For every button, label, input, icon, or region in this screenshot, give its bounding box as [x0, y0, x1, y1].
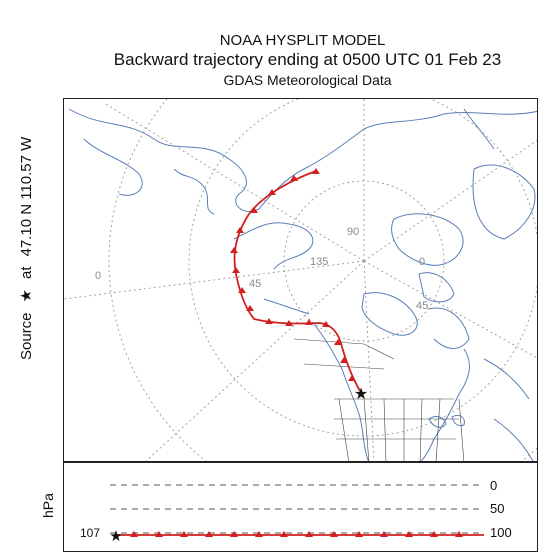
- trajectory-marker: [285, 320, 293, 326]
- vertical-source-star-icon: ★: [109, 528, 122, 545]
- grid-label-lon-135: 135: [310, 256, 328, 268]
- trajectory-marker: [236, 227, 244, 233]
- level-label-0: 0: [490, 478, 498, 493]
- model-title: NOAA HYSPLIT MODEL: [219, 32, 386, 49]
- trajectory-marker: [268, 189, 276, 195]
- level-label-100: 100: [490, 525, 512, 540]
- trajectory-marker: [305, 319, 313, 325]
- source-coordinates: 47.10 N 110.57 W: [17, 136, 35, 257]
- trajectory-marker: [250, 207, 258, 213]
- trajectory-marker: [232, 267, 240, 273]
- map-canvas: 0 45 90 135 0 45 ★: [64, 99, 537, 461]
- trajectory-marker: [246, 305, 254, 311]
- grid-label-lon-45-right: 45: [416, 300, 428, 312]
- level-label-50: 50: [490, 501, 505, 516]
- met-data-label: GDAS Meteorological Data: [223, 72, 392, 88]
- at-word: at: [17, 266, 35, 280]
- longitude-grid: [64, 99, 537, 461]
- coastlines: [68, 108, 537, 461]
- vertical-trajectory-markers: [130, 531, 463, 537]
- pressure-gridlines: [110, 484, 484, 534]
- trajectory-map: 0 45 90 135 0 45 ★: [63, 98, 538, 462]
- source-star-icon: ★: [354, 386, 368, 403]
- grid-label-lat-0-right: 0: [419, 256, 425, 268]
- source-label: Source ★ at 47.10 N 110.57 W: [14, 120, 38, 360]
- trajectory-marker: [238, 287, 246, 293]
- trajectory-marker: [348, 375, 356, 381]
- vertical-profile-panel: ★: [63, 462, 538, 552]
- grid-label-lon-90: 90: [347, 226, 359, 238]
- latitude-grid: [108, 99, 537, 461]
- source-star-icon: ★: [18, 289, 35, 303]
- source-start-level: 107: [80, 526, 101, 540]
- grid-label-lon-45-left: 45: [249, 278, 261, 290]
- grid-label-lon-0: 0: [95, 270, 101, 282]
- trajectory-subtitle: Backward trajectory ending at 0500 UTC 0…: [113, 50, 502, 69]
- grid-labels: 0 45 90 135 0 45: [95, 226, 428, 312]
- trajectory-markers: [230, 168, 356, 381]
- trajectory-marker: [340, 357, 348, 363]
- trajectory-marker: [290, 175, 298, 181]
- trajectory-marker: [334, 339, 342, 345]
- political-boundaries: [293, 338, 465, 461]
- source-word: Source: [17, 312, 35, 360]
- hpa-axis-label: hPa: [40, 493, 56, 518]
- trajectory-marker: [265, 318, 273, 324]
- trajectory-marker: [230, 247, 238, 253]
- title-block: NOAA HYSPLIT MODEL Backward trajectory e…: [0, 0, 550, 98]
- vertical-profile-canvas: ★: [109, 484, 484, 545]
- trajectory-marker: [322, 321, 330, 327]
- trajectory-marker: [312, 168, 320, 174]
